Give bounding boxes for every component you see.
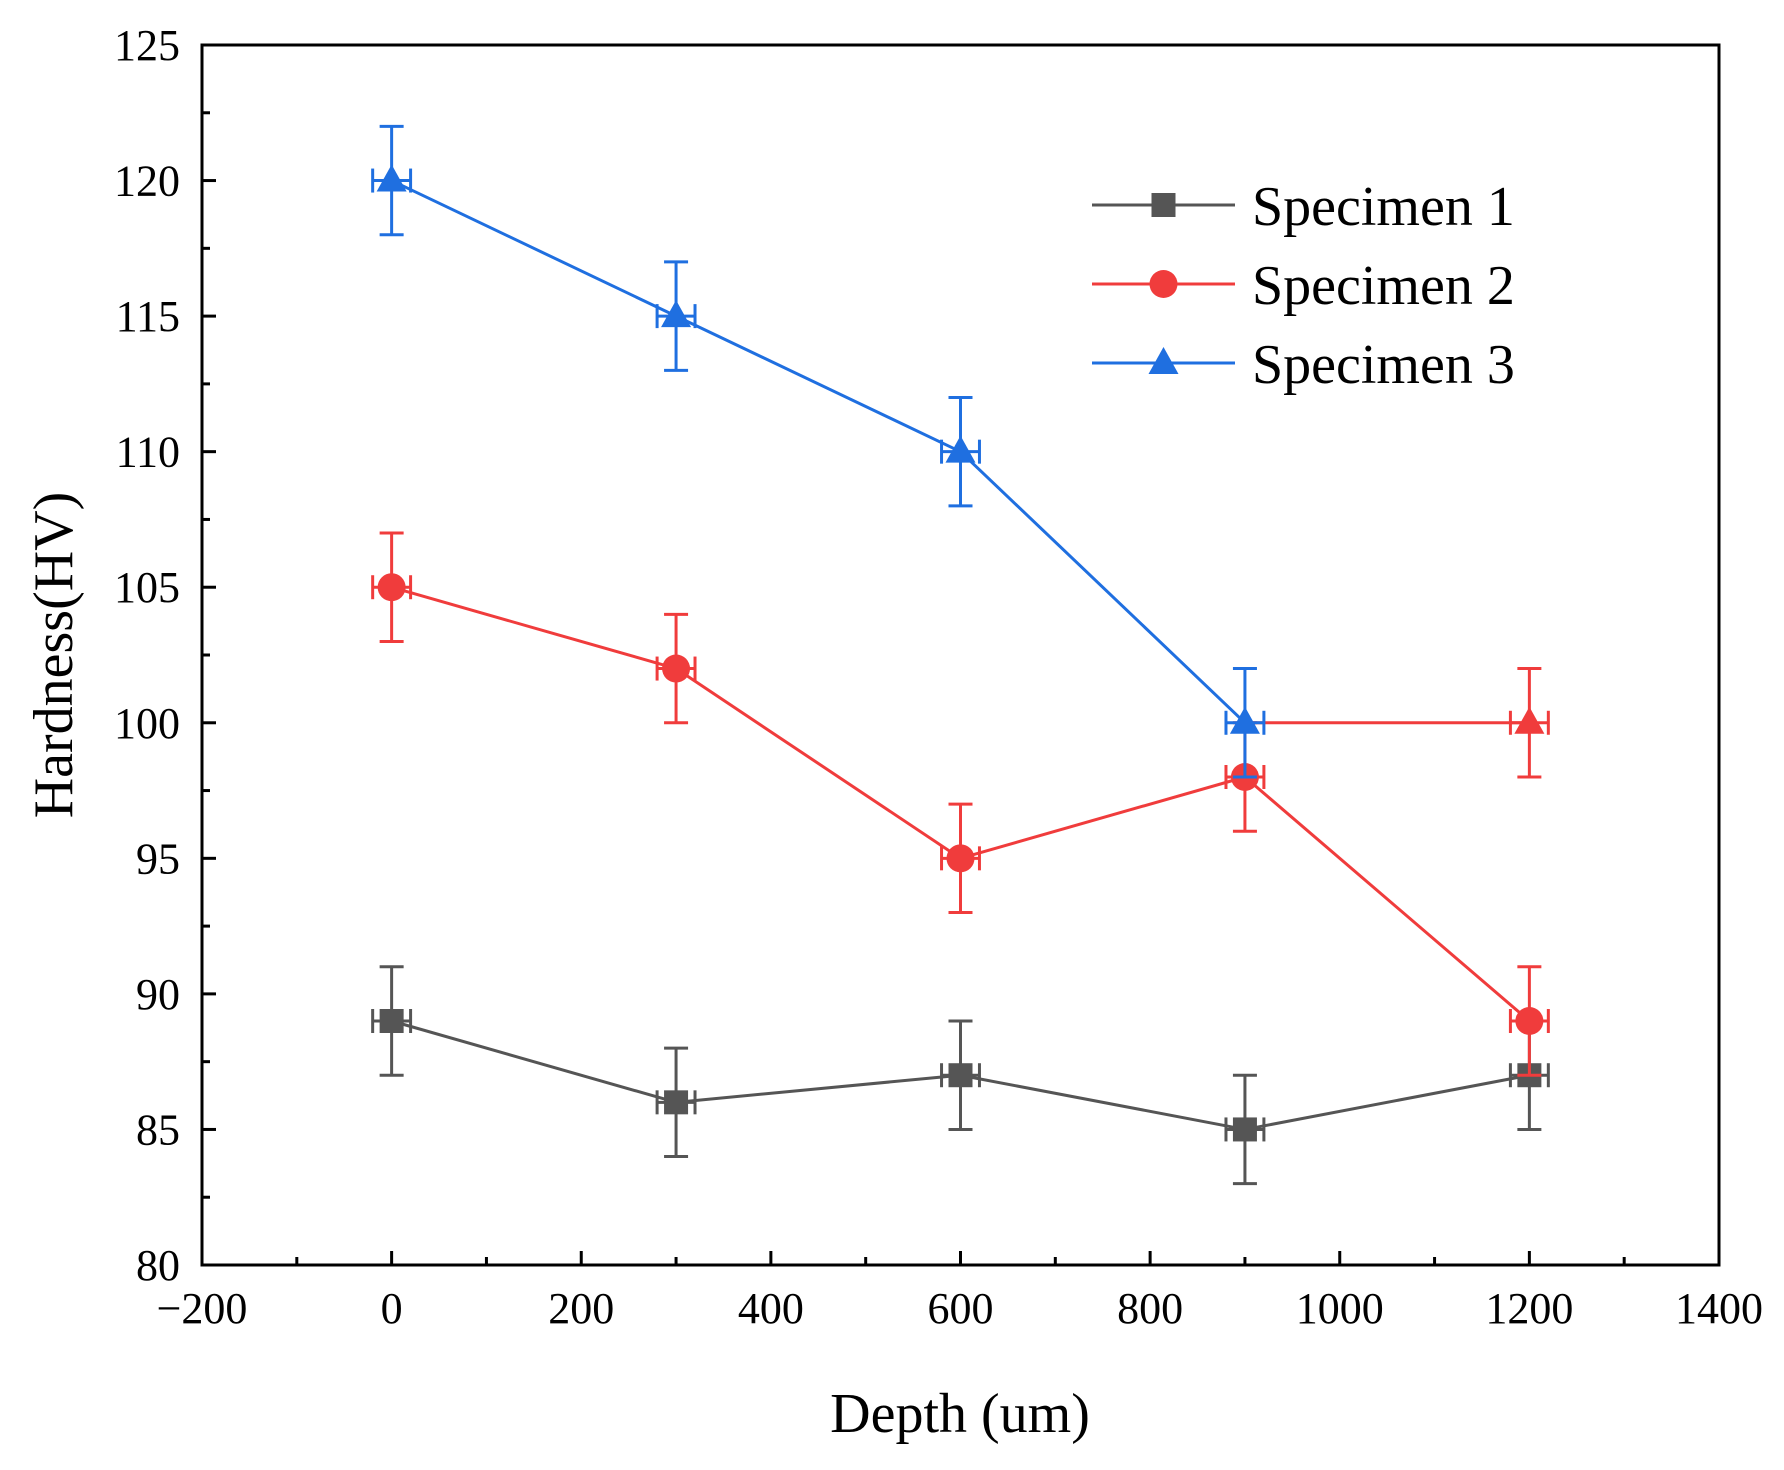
x-tick-label: 800 bbox=[1117, 1284, 1183, 1333]
series-line-segment bbox=[675, 1073, 961, 1104]
data-point bbox=[664, 1090, 689, 1115]
ticks-layer: −200 0 200 400 600 800 1000 1200 1400 80 85 90 95 100… bbox=[114, 21, 1763, 1333]
series-1 bbox=[371, 965, 1550, 1186]
data-point bbox=[377, 573, 406, 602]
series-line-segment bbox=[1243, 775, 1531, 1023]
series-line-segment bbox=[391, 585, 677, 670]
legend-item-1: Specimen 1 bbox=[1092, 176, 1515, 238]
legend-marker bbox=[1148, 347, 1179, 374]
legend-marker bbox=[1151, 193, 1176, 217]
legend-label: Specimen 1 bbox=[1252, 176, 1515, 238]
y-axis-title: Hardness(HV) bbox=[23, 492, 85, 819]
legend-marker bbox=[1149, 270, 1178, 298]
y-tick-label: 105 bbox=[114, 563, 180, 612]
x-tick-label: 200 bbox=[548, 1284, 614, 1333]
series-layer bbox=[371, 124, 1550, 1186]
legend: Specimen 1 Specimen 2 Specimen 3 bbox=[1092, 176, 1515, 396]
x-tick-label: 1000 bbox=[1296, 1284, 1384, 1333]
y-tick-label: 95 bbox=[136, 834, 180, 883]
series-line-segment bbox=[1244, 1073, 1530, 1131]
y-tick-label: 125 bbox=[114, 21, 180, 70]
legend-label: Specimen 2 bbox=[1252, 255, 1515, 317]
series-3 bbox=[371, 124, 1550, 779]
data-point bbox=[1232, 1117, 1257, 1142]
series-line-segment bbox=[391, 1019, 677, 1104]
plot-frame bbox=[200, 43, 1721, 1267]
series-2 bbox=[371, 531, 1550, 1077]
data-point bbox=[946, 844, 975, 873]
data-point bbox=[1229, 706, 1260, 734]
x-tick-label: 0 bbox=[381, 1284, 403, 1333]
data-point bbox=[662, 654, 691, 683]
series-line-segment bbox=[959, 450, 1246, 724]
series-line-segment bbox=[960, 1073, 1246, 1131]
legend-item-2: Specimen 2 bbox=[1092, 255, 1515, 317]
series-line-segment bbox=[390, 179, 677, 318]
x-tick-label: 1400 bbox=[1675, 1284, 1763, 1333]
data-point bbox=[376, 164, 407, 192]
data-point bbox=[661, 300, 692, 328]
x-tick-label: 1200 bbox=[1485, 1284, 1573, 1333]
error-bar bbox=[1224, 1073, 1266, 1186]
series-line-segment bbox=[960, 775, 1246, 860]
y-tick-label: 100 bbox=[114, 699, 180, 748]
series-line-segment bbox=[675, 667, 962, 860]
y-tick-label: 80 bbox=[136, 1241, 180, 1290]
data-point bbox=[948, 1063, 973, 1088]
legend-label: Specimen 3 bbox=[1252, 334, 1515, 396]
series-line-segment bbox=[675, 314, 962, 454]
legend-item-3: Specimen 3 bbox=[1092, 334, 1515, 396]
y-tick-label: 90 bbox=[136, 970, 180, 1019]
data-point bbox=[1514, 706, 1545, 734]
x-axis-title: Depth (um) bbox=[830, 1383, 1090, 1445]
y-tick-label: 115 bbox=[116, 292, 180, 341]
y-tick-label: 110 bbox=[116, 428, 180, 477]
x-tick-label: 400 bbox=[738, 1284, 804, 1333]
x-tick-label: 600 bbox=[928, 1284, 994, 1333]
data-point bbox=[1515, 1007, 1544, 1035]
y-tick-label: 120 bbox=[114, 157, 180, 206]
data-point bbox=[379, 1009, 404, 1033]
y-tick-label: 85 bbox=[136, 1105, 180, 1154]
x-tick-label: −200 bbox=[157, 1284, 248, 1333]
data-point bbox=[945, 435, 976, 463]
